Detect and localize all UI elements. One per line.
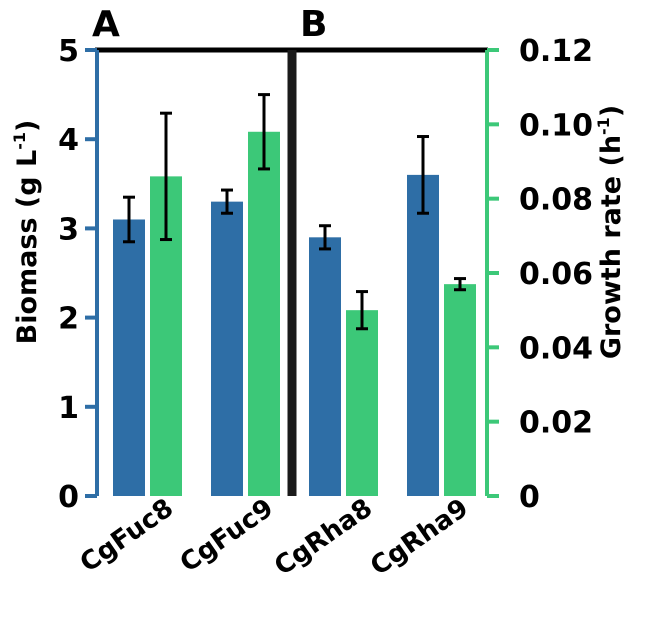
category-label: CgFuc8 bbox=[75, 493, 179, 578]
bar-CgFuc9-left bbox=[211, 201, 243, 496]
bar-CgFuc8-left bbox=[113, 219, 145, 497]
bar-CgRha8-left bbox=[309, 237, 341, 496]
y-axis-title: Biomass (g L-1) bbox=[10, 120, 43, 345]
right-tick-label: 0.12 bbox=[519, 34, 593, 69]
right-tick-label: 0.02 bbox=[519, 406, 593, 441]
left-tick-label: 5 bbox=[58, 34, 79, 69]
panel-label-b: B bbox=[300, 4, 327, 45]
left-tick-label: 4 bbox=[58, 123, 79, 158]
category-label: CgRha9 bbox=[365, 493, 474, 582]
y2-axis-title: Growth rate (h-1) bbox=[594, 105, 627, 359]
right-tick-label: 0.08 bbox=[519, 183, 593, 218]
left-tick-label: 3 bbox=[58, 212, 79, 247]
bar-CgRha9-right bbox=[444, 284, 476, 496]
left-tick-label: 1 bbox=[58, 391, 79, 426]
right-axis: 0 0.02 0.04 0.06 0.08 0.10 0.12 bbox=[485, 34, 593, 515]
left-tick-label: 0 bbox=[58, 480, 79, 515]
bar-CgRha8-right bbox=[346, 310, 378, 496]
left-tick-label: 2 bbox=[58, 302, 79, 337]
bars-group bbox=[113, 131, 476, 497]
right-tick-label: 0 bbox=[519, 480, 540, 515]
right-tick-label: 0.04 bbox=[519, 331, 593, 366]
left-axis: 0 1 2 3 4 5 bbox=[58, 34, 99, 515]
panel-label-a: A bbox=[92, 4, 120, 45]
right-tick-label: 0.10 bbox=[519, 108, 593, 143]
error-bars-group bbox=[123, 93, 466, 331]
bar-CgFuc9-right bbox=[248, 131, 280, 496]
category-label: CgRha8 bbox=[269, 493, 378, 582]
right-tick-label: 0.06 bbox=[519, 257, 593, 292]
category-label: CgFuc9 bbox=[175, 493, 279, 578]
bar-CgRha9-left bbox=[407, 174, 439, 496]
